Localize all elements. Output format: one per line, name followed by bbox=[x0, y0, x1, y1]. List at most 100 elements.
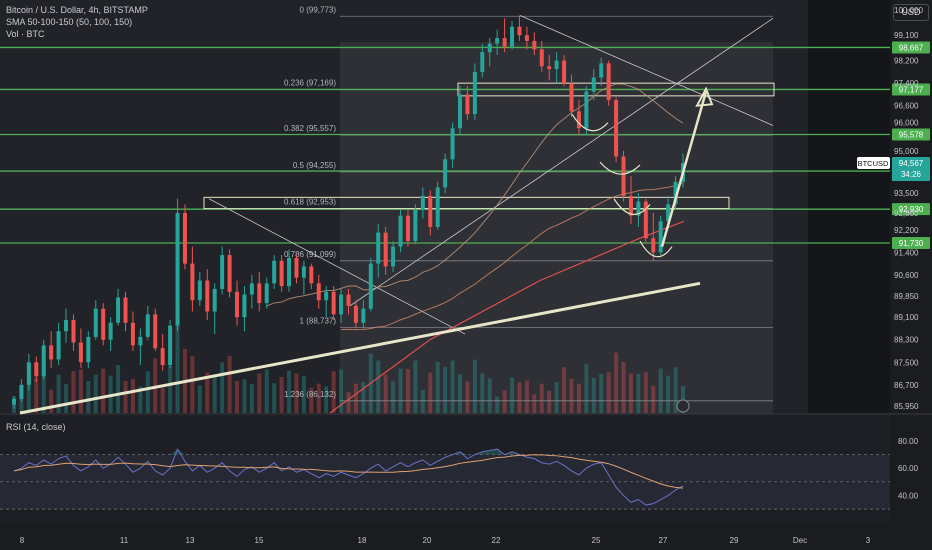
fib-level-label: 0.236 (97,169) bbox=[284, 79, 336, 88]
volume-bar bbox=[599, 373, 604, 413]
curve-annotation bbox=[571, 113, 609, 132]
candle-body bbox=[26, 362, 31, 385]
candle-body bbox=[532, 40, 537, 50]
candle-body bbox=[153, 314, 158, 349]
uptrend-line bbox=[19, 281, 701, 415]
price-level-tag-label: 95,578 bbox=[899, 131, 924, 140]
volume-bar bbox=[480, 373, 485, 413]
candle-body bbox=[116, 297, 121, 323]
volume-bar bbox=[510, 377, 515, 413]
candle-body bbox=[93, 308, 98, 337]
volume-bar bbox=[651, 385, 656, 413]
candle-body bbox=[591, 77, 596, 92]
price-level-tag bbox=[892, 128, 930, 141]
fib-level-label: 1 (88,737) bbox=[300, 316, 337, 325]
volume-bar bbox=[398, 368, 403, 413]
candle-body bbox=[279, 260, 284, 287]
candle-body bbox=[405, 215, 410, 242]
candle-body bbox=[130, 322, 135, 346]
volume-bar bbox=[227, 356, 232, 413]
time-axis-tick: Dec bbox=[793, 536, 807, 545]
volume-bar bbox=[413, 360, 418, 413]
volume-bar bbox=[249, 384, 254, 413]
candle-body bbox=[643, 201, 648, 239]
volume-bar bbox=[26, 375, 31, 413]
symbol-title[interactable]: Bitcoin / U.S. Dollar, 4h, BITSTAMP bbox=[6, 5, 148, 15]
fib-level-label: 1.236 (86,132) bbox=[284, 390, 336, 399]
candle-body bbox=[175, 212, 180, 326]
volume-bar bbox=[614, 352, 619, 413]
candle-body bbox=[524, 35, 529, 41]
candle-body bbox=[539, 49, 544, 67]
candle-body bbox=[227, 255, 232, 292]
time-axis-tick: 22 bbox=[492, 536, 501, 545]
price-level-tag bbox=[892, 41, 930, 54]
candle-body bbox=[19, 384, 24, 399]
candle-body bbox=[554, 60, 559, 70]
volume-bar bbox=[361, 381, 366, 413]
volume-bar bbox=[353, 383, 358, 413]
candle-body bbox=[212, 288, 217, 312]
price-axis-tick: 87,500 bbox=[894, 358, 919, 367]
price-level-tag-label: 91,730 bbox=[899, 239, 924, 248]
volume-bar bbox=[495, 396, 500, 413]
fib-level-label: 0.5 (94,255) bbox=[293, 161, 336, 170]
volume-bar bbox=[532, 394, 537, 413]
price-axis-tick: 92,200 bbox=[894, 226, 919, 235]
candle-body bbox=[480, 52, 485, 72]
currency-button[interactable]: USD bbox=[893, 4, 929, 21]
resistance-box bbox=[203, 196, 730, 210]
volume-bar bbox=[220, 362, 225, 413]
sma-line bbox=[329, 220, 685, 414]
volume-bar bbox=[145, 371, 150, 413]
volume-bar bbox=[472, 359, 477, 413]
volume-bar bbox=[309, 387, 314, 413]
price-axis-tick: 95,000 bbox=[894, 147, 919, 156]
volume-bar bbox=[123, 381, 128, 413]
rsi-indicator-label[interactable]: RSI (14, close) bbox=[6, 422, 66, 432]
candle-body bbox=[309, 266, 314, 284]
last-price-label: 94,567 bbox=[899, 159, 924, 168]
candle-body bbox=[353, 305, 358, 323]
price-axis-tick: 91,400 bbox=[894, 248, 919, 257]
volume-indicator-label[interactable]: Vol · BTC bbox=[6, 29, 45, 39]
candle-body bbox=[368, 263, 373, 309]
candle-body bbox=[584, 91, 589, 129]
triangle-line bbox=[519, 15, 774, 126]
candle-body bbox=[56, 331, 61, 360]
candle-body bbox=[636, 201, 641, 216]
candle-body bbox=[420, 195, 425, 211]
triangle-line bbox=[349, 17, 774, 307]
candle-body bbox=[435, 187, 440, 227]
candle-body bbox=[316, 283, 321, 301]
price-level-tag-label: 97,177 bbox=[899, 85, 924, 94]
volume-bar bbox=[465, 381, 470, 413]
candle-body bbox=[220, 255, 225, 289]
price-axis-tick: 92,800 bbox=[894, 209, 919, 218]
candle-body bbox=[339, 294, 344, 315]
candle-body bbox=[145, 314, 150, 337]
volume-bar bbox=[279, 377, 284, 413]
candle-body bbox=[205, 280, 210, 312]
volume-bar bbox=[49, 389, 54, 413]
curve-annotation bbox=[599, 161, 641, 175]
candle-body bbox=[34, 362, 39, 377]
price-axis-tick: 99,100 bbox=[894, 31, 919, 40]
volume-bar bbox=[621, 361, 626, 413]
price-axis-tick: 86,700 bbox=[894, 381, 919, 390]
volume-bar bbox=[383, 374, 388, 413]
candle-body bbox=[658, 221, 663, 253]
volume-bar bbox=[628, 373, 633, 413]
sma-indicator-label[interactable]: SMA 50-100-150 (50, 100, 150) bbox=[6, 17, 133, 27]
volume-bar bbox=[346, 392, 351, 413]
volume-bar bbox=[391, 381, 396, 413]
fib-zone-background bbox=[340, 42, 773, 414]
candle-body bbox=[376, 232, 381, 264]
fib-level-label: 0.786 (91,099) bbox=[284, 250, 336, 259]
rsi-axis-tick: 80.00 bbox=[898, 437, 919, 446]
candle-body bbox=[517, 26, 522, 36]
candle-body bbox=[123, 297, 128, 323]
price-axis-tick: 89,100 bbox=[894, 313, 919, 322]
rsi-ma-line bbox=[13, 454, 684, 489]
